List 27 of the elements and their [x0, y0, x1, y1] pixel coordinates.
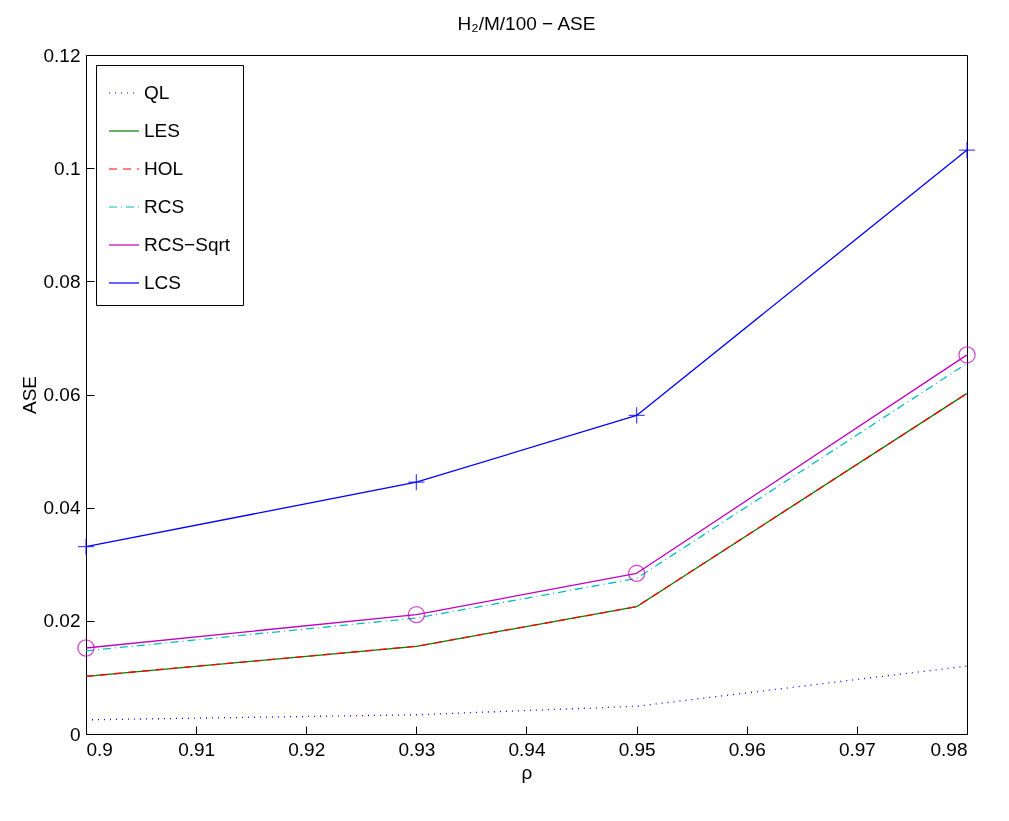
legend-label: RCS−Sqrt [144, 234, 231, 255]
y-tick-label: 0 [69, 723, 81, 745]
x-tick-label: 0.98 [930, 738, 968, 760]
y-tick-label: 0.02 [43, 610, 81, 632]
x-tick-label: 0.9 [86, 738, 113, 760]
y-tick-label: 0.12 [43, 44, 81, 66]
x-tick-label: 0.96 [728, 738, 766, 760]
legend-label: HOL [144, 158, 184, 179]
x-tick-label: 0.94 [508, 738, 546, 760]
line-series [85, 665, 968, 721]
y-tick-label: 0.04 [43, 497, 81, 519]
x-tick-label: 0.95 [618, 738, 656, 760]
y-tick-label: 0.06 [43, 384, 81, 405]
x-tick-label: 0.97 [838, 738, 876, 760]
legend-label: RCS [144, 196, 185, 217]
x-tick-label: 0.93 [398, 738, 436, 760]
y-axis-title: ASE [18, 375, 40, 415]
y-tick-label: 0.08 [43, 270, 81, 292]
x-axis-title: ρ [521, 761, 533, 783]
x-tick-label: 0.92 [288, 738, 326, 760]
line-series [85, 392, 968, 677]
legend-label: LES [144, 120, 180, 141]
y-tick-label: 0.1 [54, 157, 81, 179]
chart-title: H₂/M/100 − ASE [457, 13, 596, 34]
legend-label: QL [144, 82, 170, 103]
legend-label: LCS [144, 272, 181, 293]
x-tick-label: 0.91 [178, 738, 216, 760]
